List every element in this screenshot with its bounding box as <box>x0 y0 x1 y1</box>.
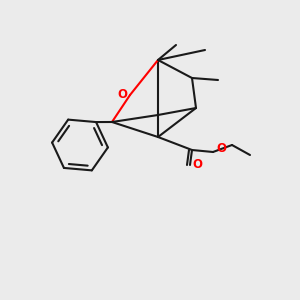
Text: O: O <box>117 88 127 101</box>
Text: O: O <box>216 142 226 155</box>
Text: O: O <box>192 158 202 170</box>
